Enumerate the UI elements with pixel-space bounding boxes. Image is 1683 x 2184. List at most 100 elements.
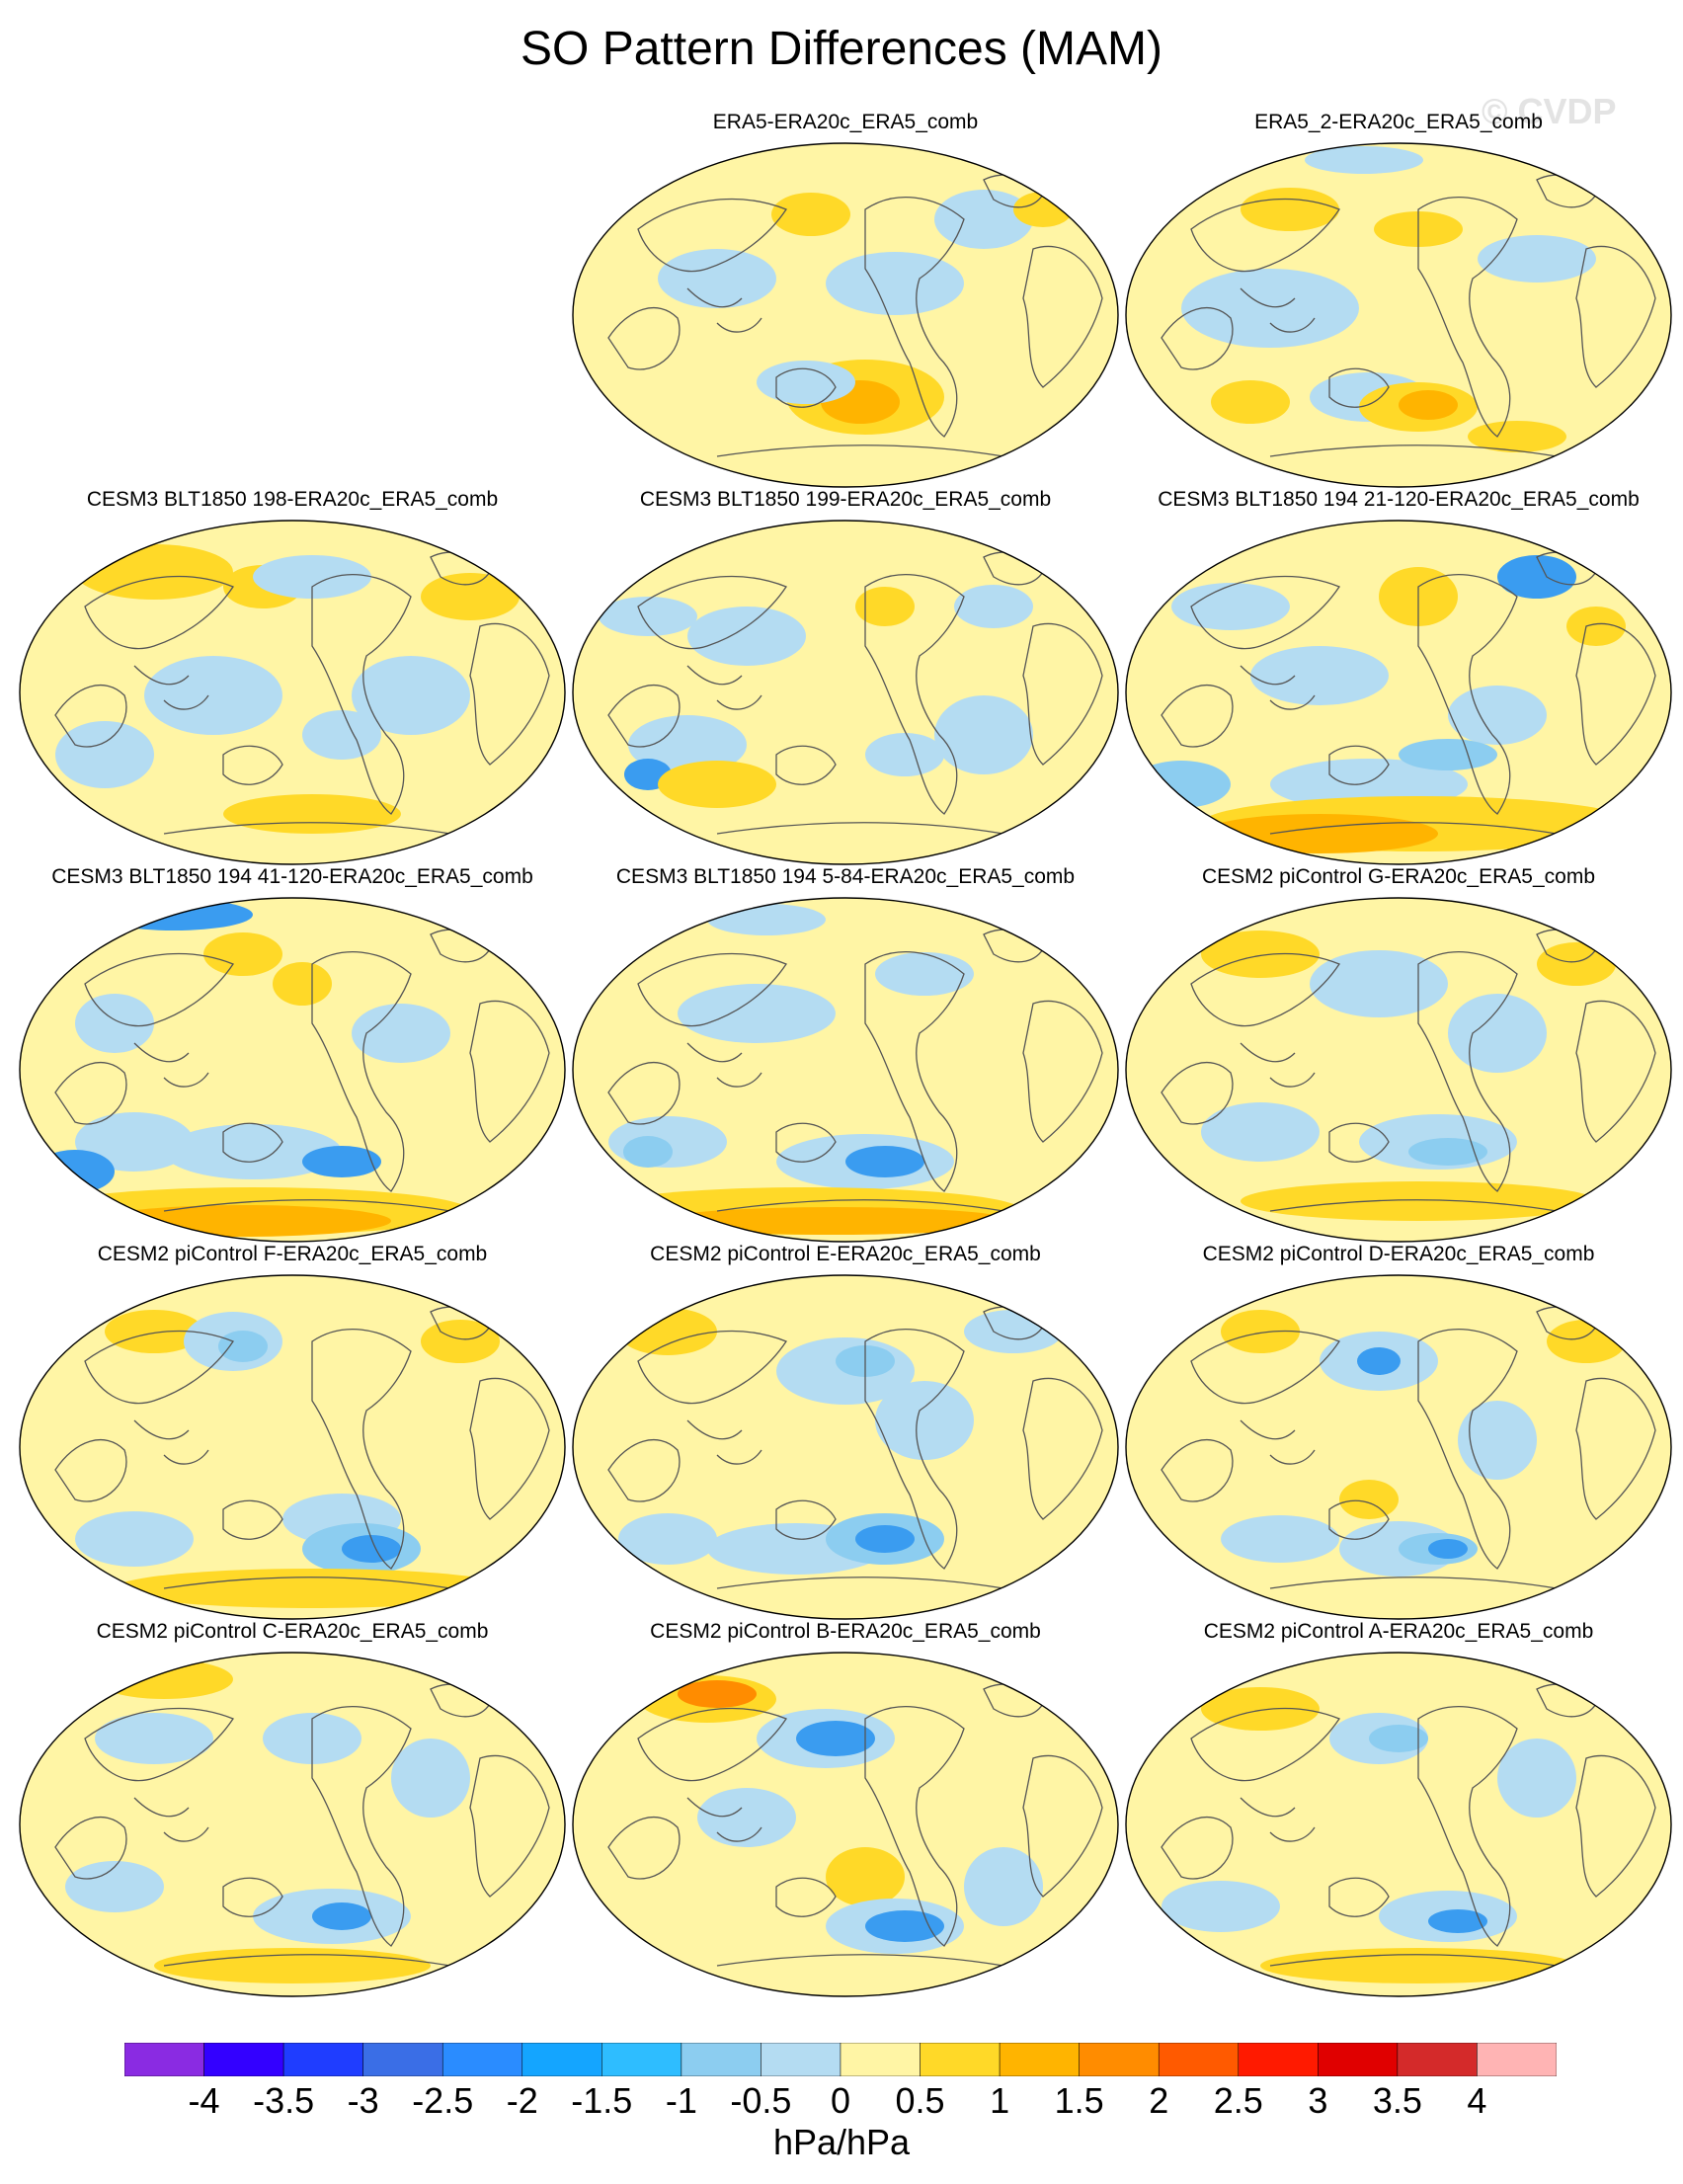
anomaly-contour (658, 761, 776, 808)
coastline (84, 1331, 234, 1405)
coastline (607, 1062, 681, 1125)
panel-title: CESM3 BLT1850 194 41-120-ERA20c_ERA5_com… (51, 865, 533, 888)
anomaly-contour (253, 555, 371, 599)
map-plot (1125, 1652, 1672, 1997)
coastline (1022, 1377, 1103, 1520)
coastline (637, 576, 787, 650)
coastline (1190, 199, 1340, 273)
map-panel: CESM3 BLT1850 194 41-120-ERA20c_ERA5_com… (16, 865, 569, 1245)
coastline (311, 574, 412, 815)
anomaly-contour (934, 190, 1033, 249)
anomaly-contour (658, 249, 776, 308)
coastline (469, 622, 550, 766)
colorbar-units: hPa/hPa (772, 2122, 911, 2162)
anomaly-contour (1310, 950, 1448, 1017)
coastline (686, 287, 762, 333)
coastline (1161, 307, 1234, 370)
panel-title: CESM2 piControl G-ERA20c_ERA5_comb (1202, 865, 1595, 888)
coastline (1240, 1042, 1316, 1088)
coastline (637, 953, 787, 1027)
coastline (1269, 1199, 1558, 1212)
coastline (311, 1706, 412, 1947)
coastline (775, 1499, 837, 1540)
coastline (775, 745, 837, 785)
map-panel: CESM2 piControl B-ERA20c_ERA5_comb (569, 1620, 1122, 1999)
anomaly-contour (391, 1739, 470, 1818)
coastline (1417, 197, 1518, 438)
map-panel: CESM3 BLT1850 198-ERA20c_ERA5_comb (16, 488, 569, 867)
map-border (572, 1274, 1119, 1620)
anomaly-contour (623, 1136, 673, 1168)
anomaly-contour (1339, 1480, 1399, 1519)
anomaly-contour (599, 597, 697, 636)
coastline (637, 199, 787, 273)
map-background (20, 1653, 565, 1996)
anomaly-contour (164, 1124, 342, 1179)
coastline (1417, 574, 1518, 815)
anomaly-contour (1181, 269, 1359, 348)
map-border (572, 897, 1119, 1243)
map-border (1125, 897, 1672, 1243)
map-panel: CESM3 BLT1850 194 5-84-ERA20c_ERA5_comb (569, 865, 1122, 1245)
anomaly-contour (954, 585, 1033, 628)
coastline (84, 576, 234, 650)
colorbar-swatch (282, 2043, 363, 2076)
anomaly-contour (628, 715, 747, 774)
anomaly-contour (342, 1535, 401, 1563)
colorbar-swatch (920, 2043, 1001, 2076)
coastline (686, 1419, 762, 1465)
map-plot (572, 142, 1119, 488)
anomaly-contour (95, 1205, 391, 1237)
coastline (1190, 1331, 1340, 1405)
anomaly-contour (75, 1511, 194, 1567)
coastline (469, 1754, 550, 1898)
coastline (222, 1877, 283, 1917)
colorbar-tick-label: 1.5 (1054, 2080, 1104, 2121)
anomaly-contour (115, 1569, 510, 1608)
map-border (19, 520, 566, 865)
coastline (1269, 445, 1558, 457)
map-plot (19, 897, 566, 1243)
coastline (222, 1499, 283, 1540)
colorbar-swatch (362, 2043, 443, 2076)
anomaly-contour (1201, 814, 1438, 853)
coastline (1269, 1954, 1558, 1967)
anomaly-contour (934, 695, 1033, 774)
colorbar-swatch (203, 2043, 284, 2076)
anomaly-contour (826, 252, 964, 315)
anomaly-contour (1448, 686, 1547, 745)
coastline (775, 1877, 837, 1917)
colorbar-tick-label: -2 (506, 2080, 538, 2121)
map-panel: CESM3 BLT1850 199-ERA20c_ERA5_comb (569, 488, 1122, 867)
colorbar-tick-label: 1 (990, 2080, 1010, 2121)
panel-title: CESM3 BLT1850 199-ERA20c_ERA5_comb (639, 488, 1052, 511)
anomaly-contour (1497, 555, 1576, 599)
colorbar-tick-label: -3 (347, 2080, 379, 2121)
panel-title: CESM2 piControl E-ERA20c_ERA5_comb (650, 1243, 1041, 1265)
colorbar-swatch (681, 2043, 761, 2076)
coastline (1575, 1754, 1656, 1898)
colorbar-swatch (521, 2043, 602, 2076)
map-plot (19, 1274, 566, 1620)
coastline (607, 307, 681, 370)
map-border (1125, 1274, 1672, 1620)
anomaly-contour (1357, 1347, 1401, 1375)
anomaly-contour (1201, 930, 1320, 978)
anomaly-contour (1369, 1725, 1428, 1752)
colorbar-tick-label: -0.5 (730, 2080, 792, 2121)
colorbar-tick-label: -1 (665, 2080, 697, 2121)
coastline (716, 822, 1004, 835)
anomaly-contour (697, 1788, 796, 1847)
anomaly-contour (55, 721, 154, 788)
anomaly-contour (1211, 380, 1290, 424)
anomaly-contour (855, 1525, 915, 1553)
colorbar-swatch (840, 2043, 921, 2076)
panel-title: CESM2 piControl C-ERA20c_ERA5_comb (96, 1620, 489, 1643)
coastline (1328, 1122, 1390, 1163)
anomaly-contour (1250, 646, 1389, 705)
coastline (864, 197, 965, 438)
anomaly-contour (1428, 1909, 1487, 1933)
anomaly-contour (1162, 1881, 1280, 1932)
coastline (716, 445, 1004, 457)
coastline (311, 1329, 412, 1570)
